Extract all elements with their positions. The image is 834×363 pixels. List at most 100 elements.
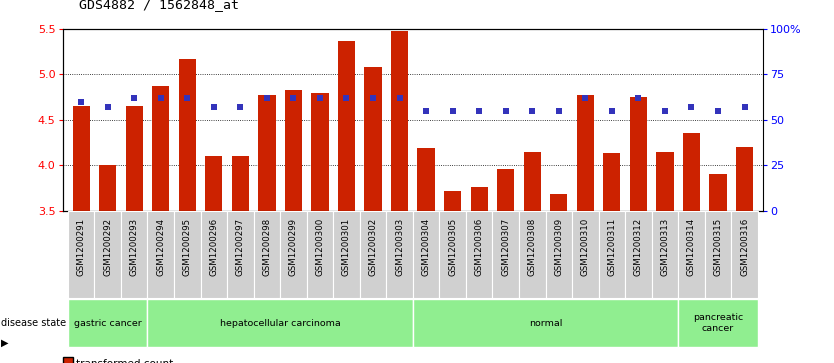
Point [339, 95, 353, 101]
Point [260, 95, 274, 101]
Bar [599, 211, 626, 298]
Text: GSM1200301: GSM1200301 [342, 217, 351, 276]
Text: GSM1200300: GSM1200300 [315, 217, 324, 276]
Text: gastric cancer: gastric cancer [73, 319, 142, 327]
Bar [178, 59, 196, 211]
Point [605, 108, 619, 114]
Point [579, 95, 592, 101]
Bar [710, 174, 726, 211]
Bar [656, 152, 674, 211]
Bar [259, 95, 275, 211]
Text: GSM1200292: GSM1200292 [103, 217, 112, 276]
Text: disease state: disease state [1, 318, 66, 328]
Point [525, 108, 539, 114]
Point [234, 104, 247, 110]
Bar [466, 211, 492, 298]
Point [181, 95, 194, 101]
Bar [174, 211, 200, 298]
Bar [705, 211, 731, 298]
Point [287, 95, 300, 101]
Point [711, 108, 725, 114]
Point [685, 104, 698, 110]
Bar [200, 211, 227, 298]
Bar [678, 211, 705, 298]
Text: GDS4882 / 1562848_at: GDS4882 / 1562848_at [79, 0, 239, 11]
Text: GSM1200291: GSM1200291 [77, 217, 86, 276]
Point [473, 108, 486, 114]
Text: GSM1200303: GSM1200303 [395, 217, 404, 276]
Bar [413, 299, 678, 347]
Text: GSM1200306: GSM1200306 [475, 217, 484, 276]
Bar [572, 211, 599, 298]
Bar [121, 211, 148, 298]
Bar [94, 211, 121, 298]
Text: GSM1200308: GSM1200308 [528, 217, 537, 276]
Bar [440, 211, 466, 298]
Text: GSM1200314: GSM1200314 [687, 217, 696, 276]
Bar [683, 134, 700, 211]
Bar [524, 151, 541, 211]
Bar [307, 211, 334, 298]
Bar [99, 165, 116, 211]
Point [499, 108, 512, 114]
Bar [152, 86, 169, 211]
Bar [731, 211, 758, 298]
Bar [227, 211, 254, 298]
Bar [492, 211, 519, 298]
Bar [470, 187, 488, 211]
Bar [603, 153, 620, 211]
Text: GSM1200299: GSM1200299 [289, 217, 298, 276]
Bar [418, 148, 435, 211]
Point [207, 104, 220, 110]
Text: hepatocellular carcinoma: hepatocellular carcinoma [220, 319, 340, 327]
Bar [651, 211, 678, 298]
Bar [205, 156, 223, 211]
Bar [148, 299, 413, 347]
Point [314, 95, 327, 101]
Bar [364, 67, 382, 211]
Text: GSM1200293: GSM1200293 [130, 217, 138, 276]
Bar [254, 211, 280, 298]
Bar [338, 41, 355, 211]
Text: ▶: ▶ [1, 338, 8, 348]
Text: GSM1200305: GSM1200305 [448, 217, 457, 276]
Bar [73, 106, 90, 211]
Bar [630, 97, 647, 211]
Bar [359, 211, 386, 298]
Bar [334, 211, 359, 298]
Point [154, 95, 168, 101]
Bar [626, 211, 651, 298]
Bar [232, 156, 249, 211]
Text: GSM1200295: GSM1200295 [183, 217, 192, 276]
Bar [284, 90, 302, 211]
Text: GSM1200309: GSM1200309 [555, 217, 563, 276]
Bar [497, 169, 515, 211]
Point [128, 95, 141, 101]
Point [74, 99, 88, 105]
Text: transformed count: transformed count [76, 359, 173, 363]
Point [658, 108, 671, 114]
Bar [280, 211, 307, 298]
Bar [148, 211, 174, 298]
Text: GSM1200302: GSM1200302 [369, 217, 378, 276]
Point [101, 104, 114, 110]
Bar [386, 211, 413, 298]
Text: GSM1200310: GSM1200310 [580, 217, 590, 276]
Text: GSM1200304: GSM1200304 [422, 217, 430, 276]
Bar [576, 95, 594, 211]
Text: GSM1200307: GSM1200307 [501, 217, 510, 276]
Bar [678, 299, 758, 347]
Point [738, 104, 751, 110]
Bar [391, 31, 408, 211]
Text: GSM1200313: GSM1200313 [661, 217, 670, 276]
Point [393, 95, 406, 101]
Bar [519, 211, 545, 298]
Text: GSM1200297: GSM1200297 [236, 217, 245, 276]
Text: GSM1200298: GSM1200298 [263, 217, 271, 276]
Point [552, 108, 565, 114]
Text: normal: normal [529, 319, 562, 327]
Bar [413, 211, 440, 298]
Point [366, 95, 379, 101]
Bar [126, 106, 143, 211]
Bar [444, 191, 461, 211]
